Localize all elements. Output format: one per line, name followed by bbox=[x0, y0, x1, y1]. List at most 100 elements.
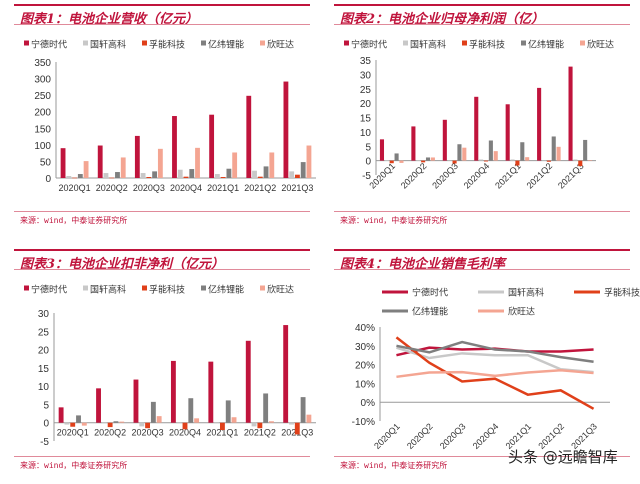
legend-swatch bbox=[462, 40, 467, 46]
y-tick-label: 150 bbox=[34, 124, 51, 135]
legend-swatch bbox=[24, 285, 29, 291]
legend-label: 欣旺达 bbox=[267, 284, 294, 295]
bar bbox=[587, 160, 593, 161]
x-tick-label: 2020Q4 bbox=[471, 421, 501, 451]
bar bbox=[246, 95, 252, 178]
divider bbox=[14, 456, 310, 457]
watermark: 头条 @远瞻智库 bbox=[508, 448, 618, 466]
legend-swatch bbox=[142, 285, 147, 291]
legend-label: 国轩高科 bbox=[90, 39, 126, 50]
bar bbox=[145, 422, 151, 429]
x-tick-label: 2020Q4 bbox=[170, 183, 202, 193]
legend-swatch bbox=[580, 40, 585, 46]
bar bbox=[58, 407, 64, 423]
bar bbox=[183, 176, 189, 178]
chart-title: 图表2：电池企业归母净利润（亿） bbox=[340, 12, 545, 27]
y-tick-label: 35 bbox=[360, 56, 372, 67]
bar bbox=[520, 142, 525, 161]
x-tick-label: 2020Q2 bbox=[405, 421, 435, 451]
bar bbox=[510, 159, 515, 161]
bar bbox=[152, 171, 158, 178]
bar bbox=[505, 104, 510, 161]
bar bbox=[195, 147, 200, 178]
bar bbox=[442, 119, 447, 161]
y-tick-label: 20 bbox=[38, 346, 50, 357]
series-line bbox=[396, 368, 594, 379]
series-line bbox=[396, 340, 594, 364]
bar bbox=[515, 160, 520, 166]
bar bbox=[294, 422, 300, 435]
y-tick-label: 5 bbox=[43, 400, 49, 411]
bar bbox=[430, 157, 435, 161]
bar bbox=[546, 160, 551, 162]
y-tick-label: 0 bbox=[365, 157, 371, 168]
divider bbox=[334, 211, 630, 212]
bar bbox=[573, 159, 578, 161]
source-note: 来源：wind，中泰证券研究所 bbox=[340, 216, 448, 225]
x-tick-label: 2020Q1 bbox=[367, 161, 397, 191]
bar bbox=[76, 415, 81, 423]
bar bbox=[568, 66, 573, 161]
divider bbox=[14, 24, 310, 25]
y-tick-label: 250 bbox=[34, 91, 51, 102]
bar bbox=[219, 422, 225, 431]
bar bbox=[462, 147, 467, 161]
bar bbox=[541, 160, 547, 161]
divider bbox=[14, 269, 310, 270]
bar bbox=[157, 148, 163, 178]
y-tick-label: 20% bbox=[355, 361, 375, 372]
chart-panel-4: 图表4：电池企业销售毛利率 宁德时代 国轩高科 孚能科技 亿纬锂能 欣旺达 -10% 0% 1… bbox=[320, 245, 640, 484]
bar bbox=[551, 136, 556, 161]
bar bbox=[263, 393, 269, 423]
bar bbox=[225, 400, 231, 423]
bar bbox=[156, 416, 162, 423]
bar bbox=[172, 116, 177, 178]
bar bbox=[66, 176, 72, 178]
bar bbox=[488, 140, 493, 161]
bar bbox=[189, 169, 195, 178]
bar bbox=[394, 153, 399, 161]
divider bbox=[334, 456, 630, 457]
y-tick-label: 25 bbox=[38, 327, 50, 338]
y-tick-label: -5 bbox=[40, 437, 49, 448]
y-tick-label: 200 bbox=[34, 108, 51, 119]
series-line bbox=[395, 336, 595, 410]
x-tick-label: 2020Q1 bbox=[372, 421, 402, 451]
bar bbox=[120, 157, 126, 178]
bar bbox=[177, 169, 183, 178]
y-tick-label: 40% bbox=[355, 323, 375, 334]
bar bbox=[77, 174, 83, 178]
bar bbox=[83, 161, 89, 178]
legend-label: 宁德时代 bbox=[351, 39, 387, 50]
bar bbox=[134, 135, 140, 178]
bar bbox=[103, 173, 109, 178]
bar bbox=[583, 139, 588, 161]
bar bbox=[379, 139, 385, 161]
bar bbox=[289, 422, 294, 425]
legend-swatch bbox=[142, 40, 147, 46]
legend-label: 欣旺达 bbox=[267, 39, 294, 50]
bar bbox=[101, 422, 107, 424]
bar bbox=[416, 160, 421, 161]
y-tick-label: -10% bbox=[352, 417, 375, 428]
legend-label: 宁德时代 bbox=[412, 287, 448, 298]
x-tick-label: 2020Q3 bbox=[438, 421, 468, 451]
legend-label: 宁德时代 bbox=[31, 284, 67, 295]
legend-label: 亿纬锂能 bbox=[528, 39, 564, 50]
legend-label: 亿纬锂能 bbox=[412, 306, 448, 317]
y-tick-label: 30% bbox=[355, 342, 375, 353]
legend-label: 宁德时代 bbox=[31, 39, 67, 50]
y-tick-label: 10 bbox=[38, 382, 50, 393]
bar bbox=[72, 177, 77, 179]
chart-revenue: 宁德时代 国轩高科 孚能科技 亿纬锂能 欣旺达 0 50 100 150 200 250 300 350… bbox=[24, 39, 316, 193]
bar bbox=[115, 172, 120, 178]
bar bbox=[525, 157, 530, 161]
bar bbox=[384, 160, 389, 161]
bar bbox=[269, 152, 275, 178]
bar bbox=[214, 174, 220, 178]
legend-label: 国轩高科 bbox=[508, 287, 544, 298]
y-tick-label: 0 bbox=[43, 419, 49, 430]
x-tick-label: 2020Q3 bbox=[133, 183, 165, 193]
bar bbox=[421, 160, 426, 163]
